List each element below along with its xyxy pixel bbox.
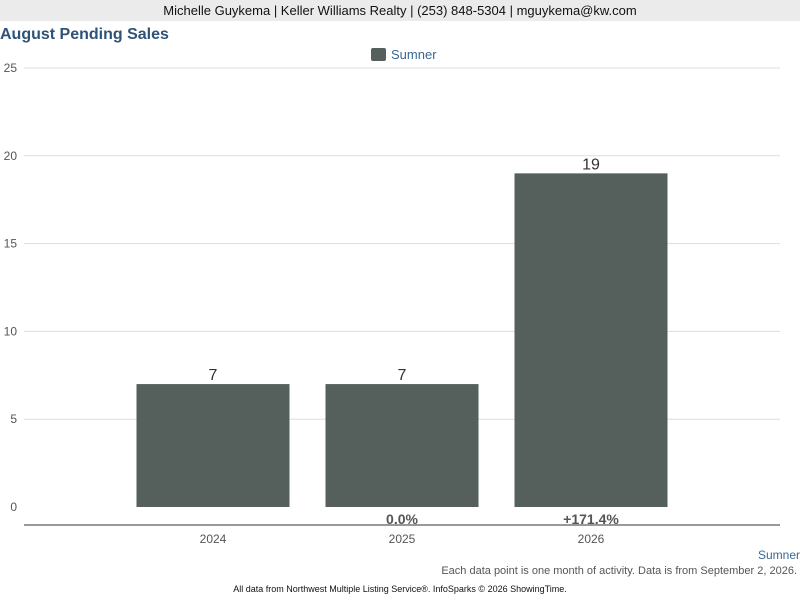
chart-title: August Pending Sales [0, 26, 169, 43]
value-label-2024: 7 [209, 367, 218, 384]
x-tick-label-2024: 2024 [200, 532, 227, 546]
change-label-2025: 0.0% [386, 511, 418, 527]
x-tick-label-2026: 2026 [578, 532, 605, 546]
bar-2025 [325, 384, 479, 507]
x-tick-label-2025: 2025 [389, 532, 416, 546]
bar-2024 [136, 384, 290, 507]
legend-swatch-icon [371, 47, 386, 61]
y-tick-label-10: 10 [4, 324, 18, 338]
legend-label-sumner: Sumner [391, 46, 437, 62]
y-tick-label-25: 25 [4, 61, 18, 75]
data-note: Each data point is one month of activity… [441, 565, 797, 577]
bar-2026 [514, 173, 668, 508]
area-label[interactable]: Sumner [757, 548, 800, 562]
value-label-2026: 19 [582, 156, 600, 173]
data-source-footer: All data from Northwest Multiple Listing… [233, 584, 567, 594]
y-tick-label-15: 15 [4, 237, 18, 251]
y-tick-label-20: 20 [4, 149, 18, 163]
change-label-2026: +171.4% [563, 511, 619, 527]
y-tick-label-5: 5 [10, 412, 17, 426]
chart-legend[interactable]: Sumner [371, 46, 437, 62]
agent-contact-header: Michelle Guykema | Keller Williams Realt… [0, 0, 800, 21]
y-tick-label-0: 0 [10, 500, 17, 514]
value-label-2025: 7 [398, 367, 407, 384]
